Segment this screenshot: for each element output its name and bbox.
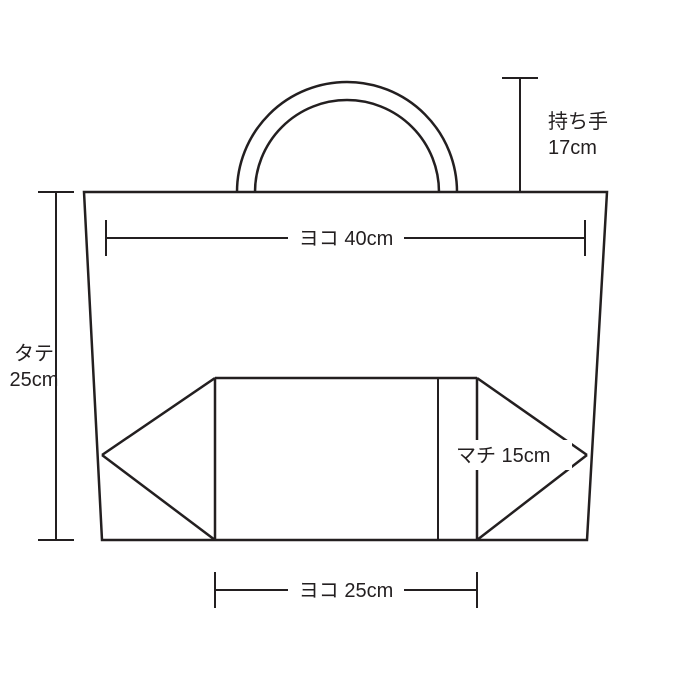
dim-handle-height: 持ち手 17cm bbox=[502, 78, 608, 192]
dim-height-label-1: タテ bbox=[14, 342, 54, 365]
dim-top-width: ヨコ 40cm bbox=[106, 220, 585, 256]
dim-handle-label-1: 持ち手 bbox=[548, 110, 608, 133]
dim-bottom-width-label: ヨコ 25cm bbox=[299, 580, 393, 602]
dim-bottom-width: ヨコ 25cm bbox=[215, 572, 477, 608]
dim-gusset-depth-label: マチ 15cm bbox=[456, 445, 550, 467]
dim-top-width-label: ヨコ 40cm bbox=[299, 228, 393, 250]
dim-height: タテ 25cm bbox=[10, 192, 74, 540]
bag-handle bbox=[237, 82, 457, 192]
bag-dimension-diagram: 持ち手 17cm ヨコ 40cm タテ 25cm マチ 15cm ヨコ 25cm bbox=[0, 0, 680, 680]
dim-handle-label-2: 17cm bbox=[548, 137, 597, 159]
dim-height-label-2: 25cm bbox=[10, 369, 59, 391]
dim-gusset-depth: マチ 15cm bbox=[420, 378, 572, 540]
